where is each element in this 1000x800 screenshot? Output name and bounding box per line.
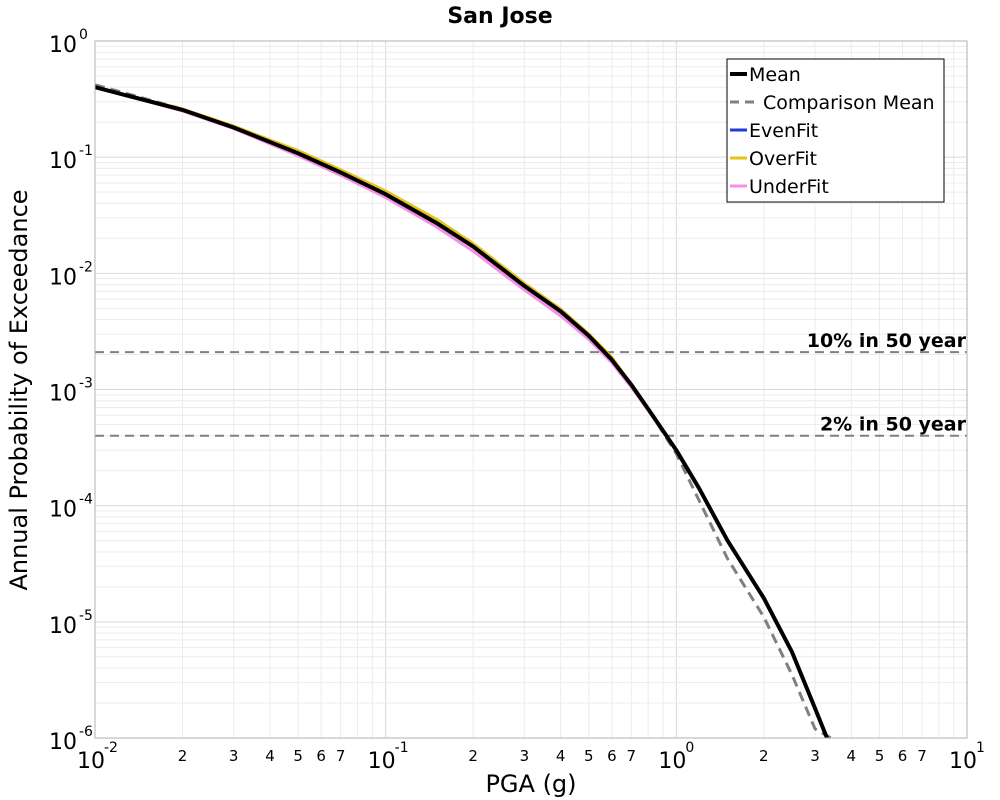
x-minor-tick-label: 3 (520, 747, 530, 765)
grid (94, 41, 967, 739)
x-tick-label: 10 (77, 749, 105, 774)
x-axis-label: PGA (g) (485, 770, 576, 798)
legend-label: Comparison Mean (763, 92, 935, 114)
x-tick-exponent: 1 (976, 740, 985, 756)
x-tick-label: 10 (368, 749, 396, 774)
x-minor-tick-label: 7 (917, 747, 927, 765)
y-tick-label: 10 (49, 33, 77, 58)
legend: Mean Comparison Mean EvenFit OverFit UnderFi… (726, 58, 945, 203)
legend-label: OverFit (749, 148, 817, 170)
x-minor-tick-label: 4 (847, 747, 857, 765)
x-minor-tick-label: 6 (898, 747, 908, 765)
reference-line-label: 10% in 50 year (807, 330, 967, 352)
chart-title: San Jose (447, 4, 552, 29)
y-tick-label: 10 (49, 614, 77, 639)
y-tick-exponent: 0 (79, 27, 88, 43)
x-tick-label: 10 (949, 749, 977, 774)
x-minor-tick-label: 4 (265, 747, 275, 765)
y-tick-exponent: -4 (79, 492, 93, 508)
y-axis-label: Annual Probability of Exceedance (5, 189, 33, 590)
legend-label: EvenFit (749, 120, 818, 142)
x-minor-tick-label: 2 (468, 747, 478, 765)
reference-lines: 10% in 50 year 2% in 50 year (95, 330, 967, 437)
x-minor-tick-label: 4 (556, 747, 566, 765)
x-minor-tick-label: 3 (810, 747, 820, 765)
x-minor-tick-label: 3 (229, 747, 239, 765)
x-minor-tick-label: 7 (336, 747, 346, 765)
reference-line-label: 2% in 50 year (820, 414, 967, 436)
series-lines (94, 83, 832, 740)
y-tick-exponent: -2 (79, 259, 93, 275)
y-tick-exponent: -3 (79, 376, 93, 392)
legend-label: UnderFit (749, 176, 829, 198)
x-minor-tick-label: 5 (875, 747, 885, 765)
y-tick-label: 10 (49, 730, 77, 755)
x-tick-label: 10 (658, 749, 686, 774)
x-tick-exponent: -1 (395, 740, 409, 756)
x-minor-tick-label: 7 (627, 747, 637, 765)
legend-label: Mean (749, 64, 801, 86)
x-minor-tick-label: 6 (607, 747, 617, 765)
y-tick-label: 10 (49, 265, 77, 290)
x-tick-exponent: -2 (104, 740, 118, 756)
y-tick-label: 10 (49, 149, 77, 174)
x-minor-tick-label: 5 (584, 747, 594, 765)
plot-frame (94, 40, 968, 739)
y-tick-exponent: -6 (79, 724, 93, 740)
y-tick-exponent: -5 (79, 608, 93, 624)
x-tick-exponent: 0 (685, 740, 694, 756)
y-tick-label: 10 (49, 382, 77, 407)
y-tick-exponent: -1 (79, 143, 93, 159)
series-line-mean (94, 85, 829, 739)
x-minor-tick-label: 2 (178, 747, 188, 765)
x-minor-tick-label: 2 (759, 747, 769, 765)
x-minor-tick-label: 6 (316, 747, 326, 765)
legend-box (726, 58, 945, 203)
y-tick-label: 10 (49, 498, 77, 523)
x-minor-tick-label: 5 (293, 747, 303, 765)
